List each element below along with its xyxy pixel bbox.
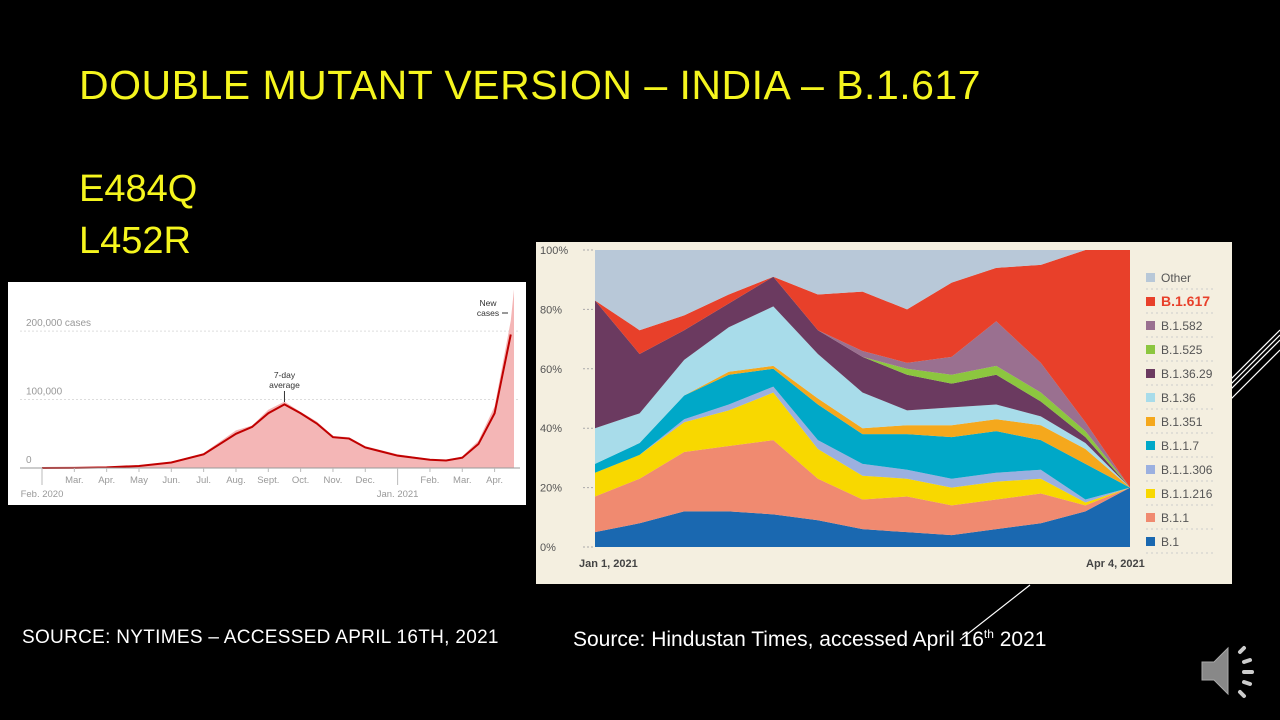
area-other [595, 250, 1130, 331]
legend-label: B.1.351 [1161, 415, 1203, 429]
x-tick-label: Oct. [292, 475, 309, 486]
y-tick-label: 200,000 cases [26, 318, 91, 329]
legend-swatch [1146, 321, 1155, 330]
x-tick-label: Jan. 2021 [377, 489, 419, 500]
x-tick-label: Jan 1, 2021 [579, 558, 638, 570]
slide-title: DOUBLE MUTANT VERSION – INDIA – B.1.617 [79, 62, 982, 108]
legend-label: B.1.1.306 [1161, 463, 1213, 477]
legend-swatch [1146, 273, 1155, 282]
x-tick-label: Jul. [196, 475, 211, 486]
legend-label: Other [1161, 271, 1191, 285]
legend-swatch [1146, 465, 1155, 474]
legend-label: B.1.525 [1161, 343, 1203, 357]
annotation-label: 7-day [274, 370, 296, 380]
source-hindustan-times: Source: Hindustan Times, accessed April … [573, 627, 1046, 652]
x-tick-label: Feb. [420, 475, 439, 486]
seven-day-average-line [41, 334, 512, 469]
x-tick-label: Dec. [356, 475, 376, 486]
y-tick-label: 80% [540, 304, 562, 316]
legend-label: B.1 [1161, 535, 1179, 549]
x-tick-label: Mar. [453, 475, 471, 486]
legend-swatch [1146, 441, 1155, 450]
mutation-e484q: E484Q [79, 168, 198, 210]
legend-label: B.1.582 [1161, 319, 1203, 333]
mutation-l452r: L452R [79, 220, 191, 262]
legend-swatch [1146, 489, 1155, 498]
area-b-1-1-306 [595, 386, 1130, 503]
x-tick-label: Apr. [486, 475, 503, 486]
y-tick-label: 100,000 [26, 387, 63, 398]
legend-swatch [1146, 369, 1155, 378]
legend-label: B.1.1 [1161, 511, 1189, 525]
area-b-1-525 [595, 276, 1130, 488]
variant-share-chart: 0% 20% 40% 60% 80% 100% Jan 1, 2021 Apr 4, 2021… [536, 242, 1232, 584]
area-b-1-1 [595, 440, 1130, 536]
area-b-1-1-216 [595, 392, 1130, 506]
x-tick-label: May [130, 475, 148, 486]
legend-swatch [1146, 345, 1155, 354]
area-b-1-36-29 [595, 276, 1130, 488]
new-cases-area [42, 289, 514, 468]
speaker-icon[interactable] [1198, 640, 1260, 702]
source-text: Source: Hindustan Times, accessed April … [573, 628, 984, 651]
x-tick-label: Jun. [162, 475, 180, 486]
x-tick-label: Nov. [324, 475, 343, 486]
y-tick-label: 60% [540, 364, 562, 376]
area-b-1 [595, 487, 1130, 547]
y-tick-label: 0% [540, 542, 556, 554]
source-nytimes: SOURCE: NYTIMES – ACCESSED APRIL 16TH, 2… [22, 627, 499, 648]
annotation-label: cases [477, 308, 499, 318]
legend-swatch [1146, 537, 1155, 546]
annotation-label: New [479, 298, 497, 308]
legend-label: B.1.1.7 [1161, 439, 1199, 453]
x-tick-label: Apr 4, 2021 [1086, 558, 1145, 570]
area-b-1-36 [595, 306, 1130, 488]
source-year: 2021 [993, 628, 1047, 651]
area-b-1-1-7 [595, 368, 1130, 500]
legend-swatch [1146, 513, 1155, 522]
source-sup: th [983, 627, 994, 641]
y-tick-label: 100% [540, 245, 568, 257]
legend-label: B.1.617 [1161, 293, 1210, 309]
legend-label: B.1.1.216 [1161, 487, 1213, 501]
legend-swatch [1146, 297, 1155, 306]
x-tick-label: Feb. 2020 [21, 489, 64, 500]
legend-label: B.1.36.29 [1161, 367, 1213, 381]
nyt-cases-chart: 0 100,000 200,000 cases Feb. 2020 Mar. Apr. Ma… [8, 282, 526, 505]
legend-swatch [1146, 393, 1155, 402]
area-b-1-617 [595, 250, 1130, 488]
y-tick-label: 20% [540, 483, 562, 495]
legend-label: B.1.36 [1161, 391, 1196, 405]
y-tick-label: 0 [26, 455, 32, 466]
x-tick-label: Apr. [98, 475, 115, 486]
x-tick-label: Mar. [65, 475, 83, 486]
y-tick-label: 40% [540, 423, 562, 435]
area-b-1-582 [595, 276, 1130, 488]
legend-swatch [1146, 417, 1155, 426]
x-tick-label: Aug. [226, 475, 246, 486]
area-b-1-351 [595, 365, 1130, 488]
x-tick-label: Sept. [257, 475, 279, 486]
annotation-label: average [269, 380, 300, 390]
